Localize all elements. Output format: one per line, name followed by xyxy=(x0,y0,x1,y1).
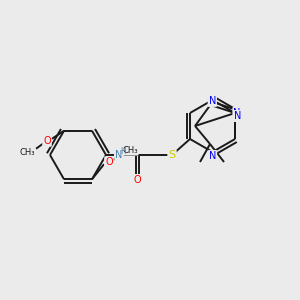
Text: N: N xyxy=(209,151,216,161)
Text: O: O xyxy=(43,136,51,146)
Text: N: N xyxy=(234,111,242,121)
Text: CH₃: CH₃ xyxy=(122,146,138,155)
Text: N: N xyxy=(115,150,123,160)
Text: CH₃: CH₃ xyxy=(19,148,35,157)
Text: O: O xyxy=(105,157,113,167)
Text: N: N xyxy=(208,96,216,106)
Text: H: H xyxy=(120,146,126,155)
Text: S: S xyxy=(168,150,175,160)
Text: N: N xyxy=(233,108,241,118)
Text: O: O xyxy=(133,175,141,185)
